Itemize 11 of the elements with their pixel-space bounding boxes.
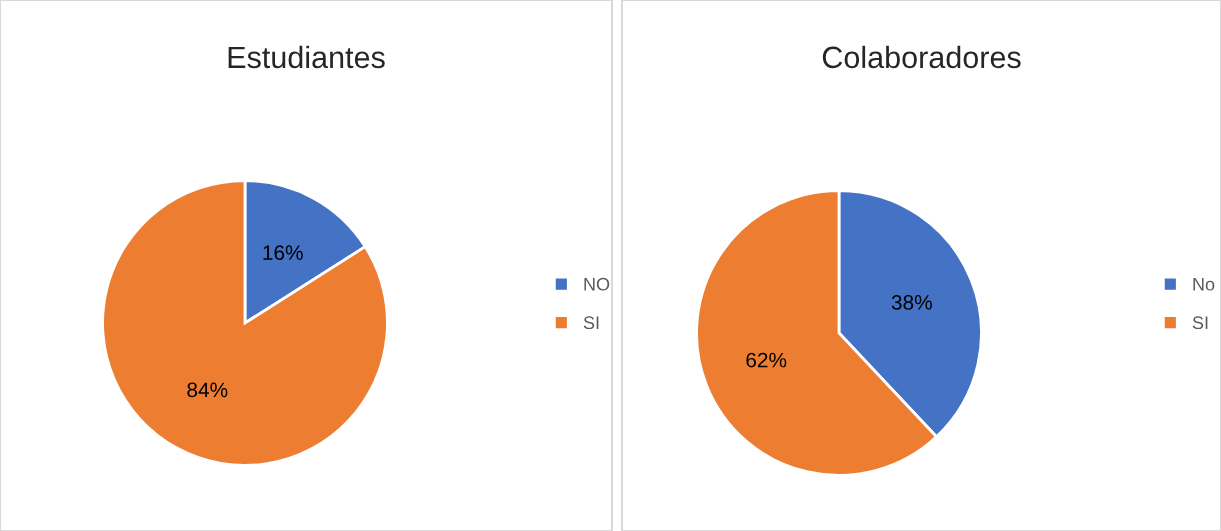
data-label: 84%	[187, 382, 228, 398]
data-label: 16%	[263, 245, 303, 260]
pie-slice	[101, 179, 389, 467]
legend-label: SI	[583, 316, 599, 330]
chart-title: Estudiantes	[228, 45, 385, 69]
data-label: 62%	[746, 352, 787, 368]
chart-title: Colaboradores	[822, 45, 1021, 69]
legend-label: NO	[584, 277, 610, 291]
data-label: 38%	[891, 295, 932, 310]
legend-label: No	[1193, 278, 1215, 291]
legend-label: SI	[1192, 316, 1208, 330]
